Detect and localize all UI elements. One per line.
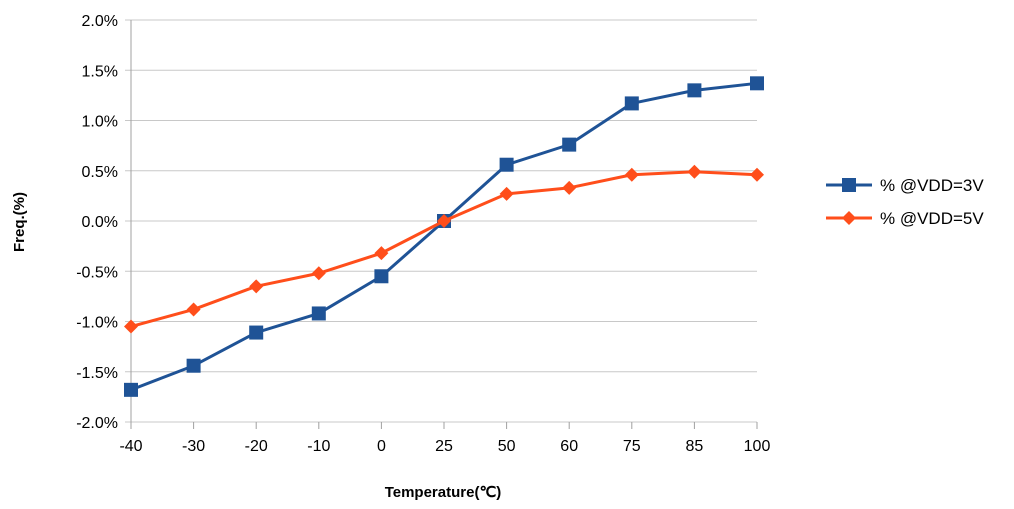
legend: % @VDD=3V % @VDD=5V [826, 176, 984, 228]
series-1-point [249, 325, 264, 340]
series-1-point [311, 306, 326, 321]
x-tick-label: 50 [498, 438, 516, 455]
y-axis-label: Freq.(%) [11, 192, 28, 252]
legend-label: % @VDD=5V [880, 209, 984, 228]
series-2-point [124, 319, 138, 334]
series-1-point [687, 83, 702, 98]
series-1-point [374, 269, 389, 284]
x-tick-label: 0 [377, 438, 386, 455]
x-tick-label: 85 [686, 438, 704, 455]
legend-marker [842, 178, 856, 192]
series-2-point [374, 246, 389, 261]
y-tick-label: -1.5% [76, 365, 118, 382]
series-2-point [437, 214, 451, 228]
series-1-point [499, 157, 514, 172]
series-2-point [311, 266, 326, 281]
series-2-point [624, 167, 639, 182]
legend-marker [842, 211, 856, 225]
series-1-point [624, 96, 639, 111]
data-series [124, 76, 764, 397]
series-line-1 [130, 81, 758, 392]
x-tick-label: -40 [119, 438, 142, 455]
series-2-point [750, 167, 764, 182]
series-2-point [499, 186, 514, 201]
x-tick-label: 60 [560, 438, 578, 455]
x-tick-label: -20 [245, 438, 268, 455]
series-1-point [186, 358, 201, 373]
x-axis-label: Temperature(℃) [385, 484, 502, 501]
series-1-point [124, 382, 138, 397]
y-tick-label: -0.5% [76, 264, 118, 281]
x-tick-label: -30 [182, 438, 205, 455]
legend-label: % @VDD=3V [880, 176, 984, 195]
series-1-point [562, 137, 577, 152]
y-tick-label: 1.0% [82, 114, 118, 131]
y-tick-label: -1.0% [76, 315, 118, 332]
x-tick-label: 25 [435, 438, 453, 455]
series-1-point [750, 76, 764, 91]
y-tick-label: 0.5% [82, 164, 118, 181]
series-2-point [687, 164, 702, 179]
series-line-2 [130, 170, 758, 328]
series-2-point [186, 302, 201, 317]
series-2-point [249, 279, 264, 294]
y-tick-label: 1.5% [82, 63, 118, 80]
series-2-point [562, 180, 577, 195]
x-tick-label: 100 [744, 438, 771, 455]
x-tick-label: 75 [623, 438, 641, 455]
x-axis-tick-labels: -40 -30 -20 -10 0 25 50 60 75 85 100 [119, 422, 770, 455]
y-tick-label: 2.0% [82, 13, 118, 30]
y-tick-label: 0.0% [82, 214, 118, 231]
y-axis-tick-labels: 2.0% 1.5% 1.0% 0.5% 0.0% -0.5% -1.0% -1.5% -2.0% [76, 13, 118, 432]
y-tick-label: -2.0% [76, 415, 118, 432]
x-tick-label: -10 [307, 438, 330, 455]
